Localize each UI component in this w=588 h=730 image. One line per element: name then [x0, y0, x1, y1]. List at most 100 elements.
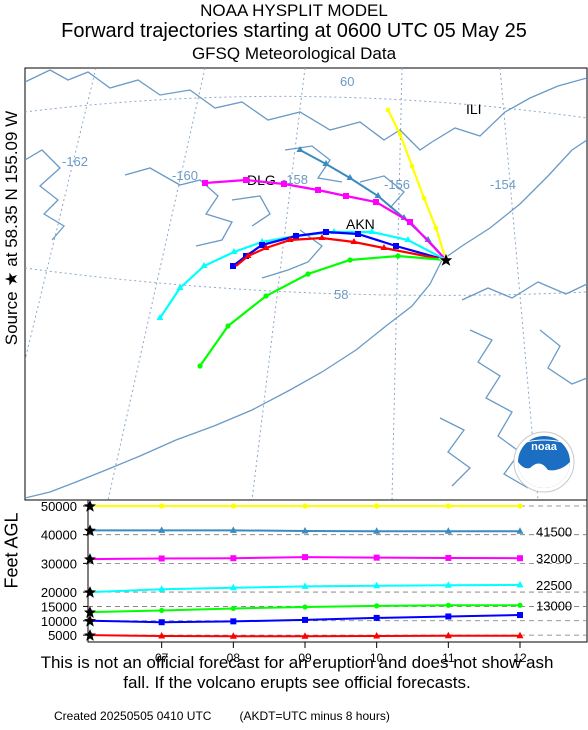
height-point — [229, 526, 237, 533]
place-label-dlg: DLG — [247, 172, 276, 188]
lon-label-162: -162 — [62, 154, 88, 169]
height-point — [301, 632, 309, 639]
height-point — [158, 585, 166, 592]
height-point — [301, 582, 309, 589]
model-title: NOAA HYSPLIT MODEL — [200, 1, 388, 20]
trajectory-cyan — [156, 228, 447, 320]
height-point — [516, 527, 524, 534]
height-point — [229, 632, 237, 639]
height-point — [158, 619, 165, 626]
height-point — [445, 503, 451, 509]
height-point — [444, 581, 452, 588]
height-point — [302, 604, 308, 610]
height-point — [159, 503, 165, 509]
height-end-labels: 41500 32000 22500 13000 — [536, 524, 572, 613]
y-tick-label: 20000 — [41, 585, 77, 600]
meridian-156 — [391, 68, 403, 500]
height-point — [302, 616, 308, 623]
noaa-logo-text: noaa — [531, 441, 558, 453]
height-point — [301, 526, 309, 534]
height-source-star — [84, 606, 96, 618]
graticule-labels: -162 -160 -158 -156 -154 60 58 — [62, 74, 516, 302]
height-point — [373, 581, 381, 589]
height-end-label: 22500 — [536, 578, 572, 593]
place-labels: ILI DLG AKN — [247, 101, 482, 232]
trajectory-green — [197, 253, 447, 369]
height-point — [230, 605, 236, 612]
lon-label-160: -160 — [172, 168, 198, 183]
source-star-icon — [438, 252, 454, 268]
height-point — [517, 555, 523, 562]
height-source-star — [84, 500, 96, 512]
height-end-label: 41500 — [536, 524, 572, 539]
place-label-akn: AKN — [346, 216, 375, 232]
height-point — [373, 554, 380, 561]
created-timestamp: Created 20250505 0410 UTC — [54, 709, 212, 723]
height-point — [517, 602, 523, 608]
x-tick-label: 11 — [442, 651, 455, 665]
place-label-ili: ILI — [466, 101, 482, 117]
y-tick-label: 30000 — [41, 556, 77, 571]
lon-label-156: -156 — [384, 177, 410, 192]
trajectory-red — [235, 234, 447, 267]
height-point — [445, 613, 452, 620]
trajectory-magenta — [202, 177, 447, 261]
x-tick-label: 09 — [298, 651, 312, 665]
graticule — [25, 68, 587, 500]
lat-label-60: 60 — [340, 74, 354, 89]
height-point — [302, 503, 308, 509]
height-point — [159, 607, 165, 614]
y-tick-label: 40000 — [41, 528, 77, 543]
height-source-star — [84, 553, 96, 565]
meridian-154 — [499, 68, 539, 500]
timezone-note: (AKDT=UTC minus 8 hours) — [239, 709, 390, 723]
height-source-star — [84, 629, 96, 641]
height-point — [229, 583, 237, 591]
x-tick-label: 12 — [513, 651, 527, 665]
height-source-star — [84, 586, 96, 598]
height-point — [302, 554, 308, 561]
height-point — [516, 580, 524, 588]
height-source-star — [84, 614, 96, 627]
lon-label-154: -154 — [490, 177, 516, 192]
height-point — [230, 618, 237, 625]
height-point — [230, 503, 236, 509]
disclaimer-text: This is not an official forecast for an … — [40, 653, 554, 692]
height-end-label: 13000 — [536, 598, 572, 613]
height-point — [445, 554, 452, 561]
height-point — [158, 631, 166, 639]
height-point — [230, 555, 237, 562]
lat-label-58: 58 — [334, 287, 348, 302]
height-point — [445, 602, 451, 608]
height-point — [158, 526, 166, 533]
height-point — [517, 503, 523, 509]
trajectory-title: Forward trajectories starting at 0600 UT… — [61, 20, 527, 42]
height-series — [84, 500, 524, 641]
met-data-title: GFSQ Meteorological Data — [191, 44, 397, 63]
height-source-star — [84, 524, 96, 537]
meridian-162 — [25, 68, 97, 361]
height-point — [517, 612, 523, 619]
lon-label-158: -158 — [282, 172, 308, 187]
x-tick-label: 08 — [227, 651, 241, 665]
x-tick-label: 07 — [155, 651, 169, 665]
height-point — [373, 527, 381, 534]
y-tick-label: 15000 — [41, 599, 77, 614]
height-point — [373, 631, 381, 639]
y-tick-label: 10000 — [41, 614, 77, 629]
trajectory-yellow — [385, 107, 448, 261]
height-point — [374, 603, 380, 609]
coastline — [25, 69, 587, 499]
y-tick-label: 5000 — [48, 628, 77, 643]
height-point — [374, 503, 380, 509]
height-point — [373, 614, 380, 621]
height-x-axis: 07 08 09 10 11 12 — [155, 642, 527, 665]
height-point — [444, 631, 452, 639]
x-tick-label: 10 — [370, 651, 384, 665]
created-line: Created 20250505 0410 UTC (AKDT=UTC minus… — [54, 709, 418, 723]
height-end-label: 32000 — [536, 551, 572, 566]
y-tick-label: 50000 — [41, 499, 77, 514]
